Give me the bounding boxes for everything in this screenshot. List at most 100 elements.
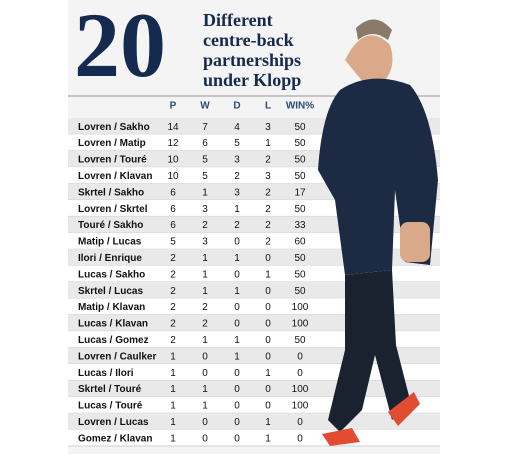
pair-name: Lucas / Gomez bbox=[78, 335, 149, 346]
cell-value: 2 bbox=[265, 155, 271, 166]
cell-value: 3 bbox=[265, 122, 271, 133]
cell-value: 1 bbox=[234, 286, 240, 297]
photo-figure bbox=[318, 19, 438, 446]
cell-value: 1 bbox=[170, 401, 176, 412]
pair-name: Ilori / Enrique bbox=[78, 253, 142, 264]
cell-value: 2 bbox=[202, 319, 208, 330]
cell-value: 2 bbox=[170, 269, 176, 280]
cell-value: 1 bbox=[170, 417, 176, 428]
pair-name: Touré / Sakho bbox=[78, 220, 143, 231]
cell-value: 0 bbox=[202, 433, 208, 444]
cell-value: 0 bbox=[265, 253, 271, 264]
pair-name: Matip / Klavan bbox=[78, 302, 145, 313]
cell-value: 2 bbox=[234, 171, 240, 182]
title-line: centre-back bbox=[203, 30, 294, 50]
pair-name: Matip / Lucas bbox=[78, 237, 142, 248]
head bbox=[345, 35, 393, 88]
cell-value: 3 bbox=[234, 187, 240, 198]
cell-value: 14 bbox=[167, 122, 179, 133]
cell-value: 0 bbox=[234, 401, 240, 412]
cell-value: 6 bbox=[170, 204, 176, 215]
pair-name: Lucas / Ilori bbox=[78, 368, 134, 379]
cell-value: 12 bbox=[167, 138, 179, 149]
cell-value: 100 bbox=[292, 302, 309, 313]
cell-value: 0 bbox=[202, 351, 208, 362]
shoe bbox=[388, 392, 420, 426]
cell-value: 5 bbox=[202, 155, 208, 166]
cell-value: 2 bbox=[170, 286, 176, 297]
cell-value: 33 bbox=[294, 220, 306, 231]
cell-value: 10 bbox=[167, 171, 179, 182]
cell-value: 0 bbox=[234, 417, 240, 428]
cell-value: 0 bbox=[202, 368, 208, 379]
cell-value: 2 bbox=[170, 319, 176, 330]
pair-name: Skrtel / Lucas bbox=[78, 286, 143, 297]
pair-name: Lovren / Sakho bbox=[78, 122, 150, 133]
cell-value: 0 bbox=[234, 302, 240, 313]
cell-value: 0 bbox=[265, 351, 271, 362]
pair-name: Lovren / Matip bbox=[78, 138, 146, 149]
cell-value: 0 bbox=[234, 368, 240, 379]
cell-value: 0 bbox=[234, 319, 240, 330]
cell-value: 1 bbox=[202, 401, 208, 412]
cell-value: 2 bbox=[170, 253, 176, 264]
cell-value: 3 bbox=[202, 237, 208, 248]
cell-value: 0 bbox=[234, 433, 240, 444]
pair-name: Gomez / Klavan bbox=[78, 433, 152, 444]
cell-value: 10 bbox=[167, 155, 179, 166]
title-line: Different bbox=[203, 10, 273, 30]
cell-value: 2 bbox=[170, 302, 176, 313]
cell-value: 1 bbox=[234, 253, 240, 264]
cell-value: 0 bbox=[265, 384, 271, 395]
cell-value: 2 bbox=[170, 335, 176, 346]
cell-value: 0 bbox=[234, 384, 240, 395]
cell-value: 50 bbox=[294, 204, 306, 215]
cell-value: 60 bbox=[294, 237, 306, 248]
pair-name: Skrtel / Sakho bbox=[78, 187, 144, 198]
cell-value: 0 bbox=[265, 302, 271, 313]
cell-value: 1 bbox=[234, 351, 240, 362]
cell-value: 0 bbox=[265, 401, 271, 412]
pair-name: Lovren / Caulker bbox=[78, 351, 156, 362]
cell-value: 1 bbox=[170, 433, 176, 444]
cell-value: 1 bbox=[170, 351, 176, 362]
cell-value: 5 bbox=[234, 138, 240, 149]
cell-value: 3 bbox=[202, 204, 208, 215]
cell-value: 50 bbox=[294, 286, 306, 297]
cell-value: 2 bbox=[265, 237, 271, 248]
pair-name: Lucas / Sakho bbox=[78, 269, 145, 280]
pair-name: Lovren / Touré bbox=[78, 155, 147, 166]
column-header: WIN% bbox=[286, 101, 314, 112]
cell-value: 2 bbox=[265, 187, 271, 198]
title-line: under Klopp bbox=[203, 70, 301, 90]
cell-value: 0 bbox=[234, 237, 240, 248]
cell-value: 100 bbox=[292, 401, 309, 412]
cell-value: 0 bbox=[265, 335, 271, 346]
cell-value: 0 bbox=[234, 269, 240, 280]
cell-value: 1 bbox=[265, 368, 271, 379]
trousers bbox=[328, 270, 410, 432]
cell-value: 1 bbox=[202, 286, 208, 297]
pair-name: Skrtel / Touré bbox=[78, 384, 142, 395]
cell-value: 2 bbox=[202, 302, 208, 313]
hair bbox=[356, 19, 392, 40]
cell-value: 1 bbox=[170, 384, 176, 395]
cell-value: 17 bbox=[294, 187, 306, 198]
cell-value: 4 bbox=[234, 122, 240, 133]
cell-value: 50 bbox=[294, 335, 306, 346]
cell-value: 0 bbox=[297, 351, 303, 362]
cell-value: 7 bbox=[202, 122, 208, 133]
cell-value: 3 bbox=[265, 171, 271, 182]
cell-value: 1 bbox=[170, 368, 176, 379]
cell-value: 1 bbox=[202, 269, 208, 280]
cell-value: 1 bbox=[202, 335, 208, 346]
cell-value: 2 bbox=[265, 220, 271, 231]
pair-name: Lovren / Klavan bbox=[78, 171, 152, 182]
cell-value: 0 bbox=[265, 319, 271, 330]
column-header: P bbox=[170, 101, 177, 112]
cell-value: 0 bbox=[265, 286, 271, 297]
cell-value: 1 bbox=[234, 335, 240, 346]
cell-value: 5 bbox=[170, 237, 176, 248]
cell-value: 50 bbox=[294, 171, 306, 182]
cell-value: 6 bbox=[170, 220, 176, 231]
